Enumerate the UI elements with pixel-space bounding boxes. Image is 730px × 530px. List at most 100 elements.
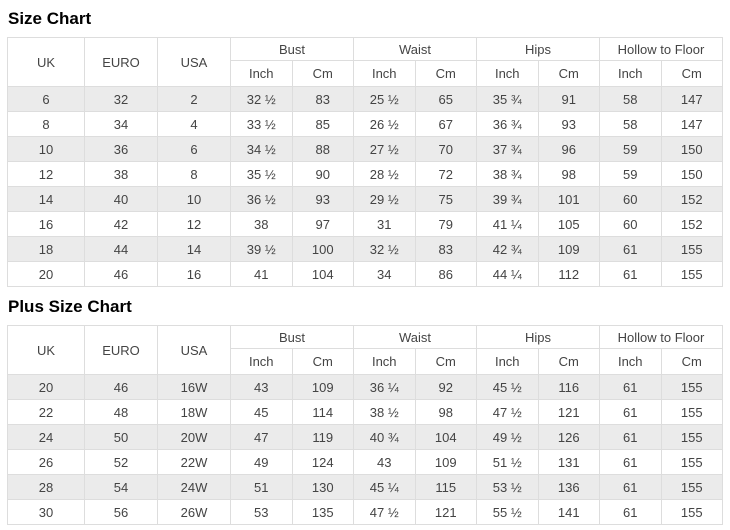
table-cell: 126 — [537, 424, 600, 450]
table-cell: 26W — [157, 499, 231, 525]
table-cell: 109 — [537, 236, 600, 262]
table-cell: 8 — [157, 161, 231, 187]
table-cell: 50 — [84, 424, 158, 450]
table-cell: 47 ½ — [476, 399, 539, 425]
table-cell: 130 — [291, 474, 354, 500]
unit-header-inch: Inch — [353, 60, 416, 87]
table-row: 24 50 20W 47 119 40 ¾ 104 49 ½ 126 61 155 — [7, 424, 723, 450]
table-cell: 59 — [599, 161, 662, 187]
table-cell: 35 ½ — [230, 161, 293, 187]
unit-header-cm: Cm — [414, 348, 477, 375]
table-cell: 40 ¾ — [353, 424, 416, 450]
table-cell: 24 — [7, 424, 85, 450]
table-cell: 97 — [291, 211, 354, 237]
unit-header-cm: Cm — [291, 348, 354, 375]
table-cell: 35 ¾ — [476, 86, 539, 112]
table-cell: 33 ½ — [230, 111, 293, 137]
table-cell: 32 ½ — [230, 86, 293, 112]
unit-header-inch: Inch — [476, 60, 539, 87]
table-cell: 41 ¼ — [476, 211, 539, 237]
table-cell: 55 ½ — [476, 499, 539, 525]
table-cell: 100 — [291, 236, 354, 262]
group-header-hollow-to-floor: Hollow to Floor — [599, 325, 723, 349]
table-cell: 155 — [660, 449, 723, 475]
unit-header-inch: Inch — [599, 348, 662, 375]
table-cell: 60 — [599, 211, 662, 237]
table-row: 10 36 6 34 ½ 88 27 ½ 70 37 ¾ 96 59 150 — [7, 136, 723, 162]
table-cell: 6 — [7, 86, 85, 112]
table-cell: 119 — [291, 424, 354, 450]
table-row: 18 44 14 39 ½ 100 32 ½ 83 42 ¾ 109 61 155 — [7, 236, 723, 262]
table-cell: 152 — [660, 211, 723, 237]
table-cell: 42 ¾ — [476, 236, 539, 262]
table-cell: 45 — [230, 399, 293, 425]
table-cell: 49 ½ — [476, 424, 539, 450]
unit-header-row: Inch Cm Inch Cm Inch Cm Inch Cm — [8, 348, 723, 375]
table-cell: 61 — [599, 499, 662, 525]
table-row: 12 38 8 35 ½ 90 28 ½ 72 38 ¾ 98 59 150 — [7, 161, 723, 187]
table-cell: 61 — [599, 236, 662, 262]
table-row: 16 42 12 38 97 31 79 41 ¼ 105 60 152 — [7, 211, 723, 237]
table-cell: 58 — [599, 111, 662, 137]
group-header-hips: Hips — [476, 325, 600, 349]
table-cell: 36 ¼ — [353, 374, 416, 400]
table-cell: 38 ½ — [353, 399, 416, 425]
table-cell: 141 — [537, 499, 600, 525]
group-header-bust: Bust — [230, 325, 354, 349]
unit-header-cm: Cm — [537, 348, 600, 375]
table-cell: 155 — [660, 424, 723, 450]
table-row: 6 32 2 32 ½ 83 25 ½ 65 35 ¾ 91 58 147 — [7, 86, 723, 112]
unit-header-cm: Cm — [660, 348, 723, 375]
table-cell: 16W — [157, 374, 231, 400]
table-cell: 79 — [414, 211, 477, 237]
table-cell: 98 — [537, 161, 600, 187]
table-cell: 105 — [537, 211, 600, 237]
table-cell: 41 — [230, 261, 293, 287]
table-cell: 16 — [7, 211, 85, 237]
table-cell: 28 — [7, 474, 85, 500]
table-cell: 96 — [537, 136, 600, 162]
table-cell: 58 — [599, 86, 662, 112]
table-cell: 30 — [7, 499, 85, 525]
table-cell: 36 — [84, 136, 158, 162]
table-cell: 14 — [157, 236, 231, 262]
table-cell: 24W — [157, 474, 231, 500]
table-row: 28 54 24W 51 130 45 ¼ 115 53 ½ 136 61 155 — [7, 474, 723, 500]
table-cell: 93 — [537, 111, 600, 137]
table-cell: 51 ½ — [476, 449, 539, 475]
table-cell: 85 — [291, 111, 354, 137]
table-cell: 61 — [599, 474, 662, 500]
table-cell: 59 — [599, 136, 662, 162]
table-cell: 20 — [7, 374, 85, 400]
table-cell: 52 — [84, 449, 158, 475]
table-row: 22 48 18W 45 114 38 ½ 98 47 ½ 121 61 155 — [7, 399, 723, 425]
table-cell: 8 — [7, 111, 85, 137]
table-cell: 36 ½ — [230, 186, 293, 212]
group-header-hollow-to-floor: Hollow to Floor — [599, 37, 723, 61]
table-cell: 16 — [157, 261, 231, 287]
table-cell: 124 — [291, 449, 354, 475]
table-cell: 116 — [537, 374, 600, 400]
table-row: 30 56 26W 53 135 47 ½ 121 55 ½ 141 61 155 — [7, 499, 723, 525]
table-cell: 109 — [414, 449, 477, 475]
table-cell: 91 — [537, 86, 600, 112]
table-cell: 20W — [157, 424, 231, 450]
table-cell: 98 — [414, 399, 477, 425]
table-cell: 75 — [414, 186, 477, 212]
table-cell: 104 — [291, 261, 354, 287]
table-cell: 60 — [599, 186, 662, 212]
column-header-usa: USA — [157, 325, 231, 375]
table-cell: 18W — [157, 399, 231, 425]
table-cell: 10 — [157, 186, 231, 212]
table-cell: 65 — [414, 86, 477, 112]
column-header-uk: UK — [7, 325, 85, 375]
table-cell: 121 — [537, 399, 600, 425]
table-cell: 48 — [84, 399, 158, 425]
table-cell: 36 ¾ — [476, 111, 539, 137]
table-cell: 136 — [537, 474, 600, 500]
table-cell: 83 — [414, 236, 477, 262]
unit-header-cm: Cm — [414, 60, 477, 87]
table-cell: 39 ½ — [230, 236, 293, 262]
table-cell: 18 — [7, 236, 85, 262]
table-cell: 86 — [414, 261, 477, 287]
